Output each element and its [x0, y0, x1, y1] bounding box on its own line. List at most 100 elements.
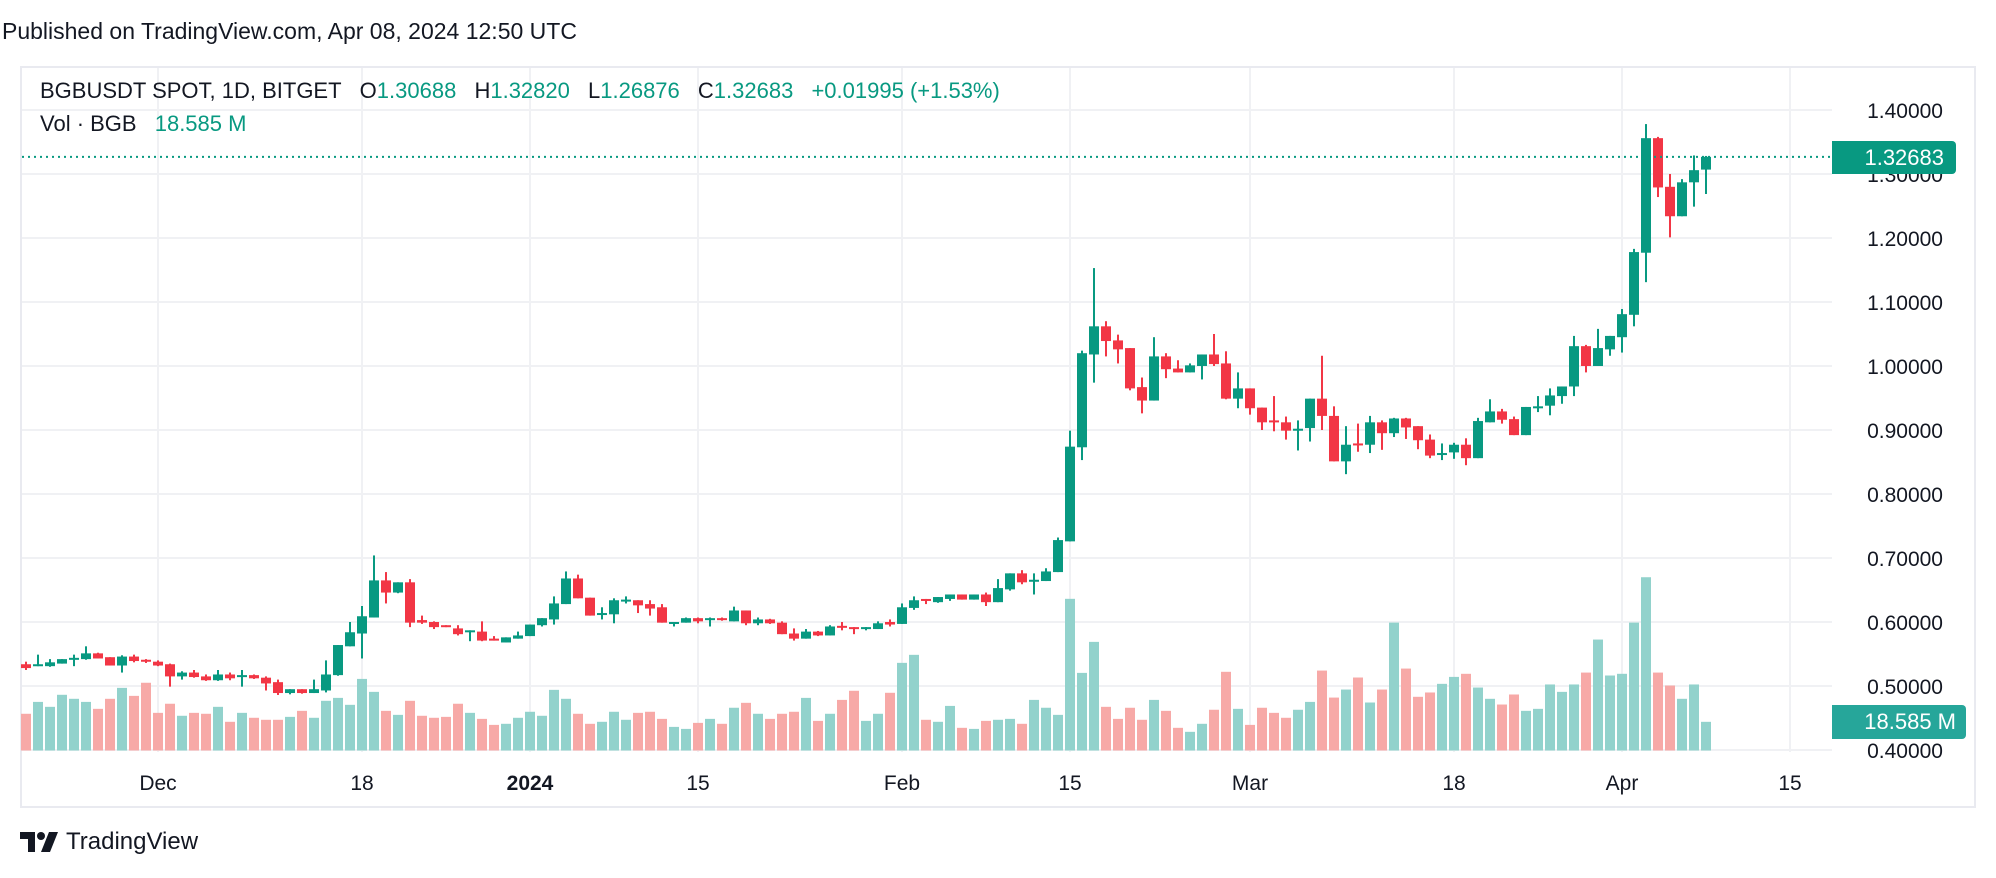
candle [621, 596, 631, 604]
volume-bar [165, 703, 175, 751]
candle [1449, 442, 1459, 459]
price-axis[interactable]: 1.400001.300001.200001.100001.000000.900… [1867, 100, 1943, 763]
candle [765, 618, 775, 624]
candle-body [477, 631, 487, 641]
symbol-title[interactable]: BGBUSDT SPOT, 1D, BITGET [40, 78, 342, 103]
candle-body [453, 628, 463, 635]
volume-bar [549, 689, 559, 751]
candle [57, 659, 67, 664]
volume-bar [69, 698, 79, 751]
volume-bar [1293, 709, 1303, 751]
candle [33, 654, 43, 667]
candle [537, 618, 547, 627]
candle [741, 610, 751, 626]
candle [273, 679, 283, 695]
candle [1209, 334, 1219, 366]
candle-body [693, 618, 703, 622]
y-tick-label: 1.40000 [1867, 100, 1943, 123]
candle-body [405, 582, 415, 623]
volume-bar [1629, 622, 1639, 751]
candle-body [417, 620, 427, 623]
volume-bar [213, 706, 223, 751]
volume-bar [885, 692, 895, 751]
candle-body [1305, 398, 1315, 429]
volume-bar [1569, 684, 1579, 751]
candle [585, 597, 595, 616]
candle [1617, 309, 1627, 353]
volume-bar [825, 713, 835, 751]
candle [1389, 417, 1399, 438]
volume-bar [681, 728, 691, 751]
candle [1353, 423, 1363, 452]
volume-value: 18.585 M [154, 111, 247, 136]
volume-bar [1233, 708, 1243, 751]
candle [993, 579, 1003, 603]
candle-wick [37, 654, 39, 667]
candle [573, 574, 583, 599]
volume-bar [1317, 670, 1327, 751]
candle [249, 674, 259, 679]
candles [21, 124, 1711, 695]
volume-bar [1305, 701, 1315, 751]
candle-body [897, 607, 907, 624]
volume-bar [561, 698, 571, 751]
candle-wick [853, 627, 855, 635]
candle [861, 627, 871, 631]
candle-body [1041, 571, 1051, 582]
volume-bar [837, 699, 847, 751]
candle [1269, 396, 1279, 432]
volume-bar [93, 708, 103, 751]
volume-label[interactable]: Vol · BGB [40, 111, 137, 136]
change-value: +0.01995 (+1.53%) [811, 78, 1000, 103]
candle-wick [1441, 443, 1443, 461]
candle-body [501, 637, 511, 643]
chart-frame[interactable] [20, 66, 1976, 808]
tradingview-brand: TradingView [66, 828, 199, 855]
candle-wick [1273, 396, 1275, 432]
candle-body [813, 631, 823, 636]
candle [141, 659, 151, 663]
volume-bar [285, 716, 295, 751]
candle [1305, 398, 1315, 442]
candle-body [765, 619, 775, 624]
volume-bar [1389, 622, 1399, 751]
candle [1101, 321, 1111, 357]
volume-bar [1137, 719, 1147, 751]
x-tick-label: 18 [350, 772, 373, 795]
candle-body [1473, 421, 1483, 459]
volume-bar [921, 719, 931, 751]
volume-bar [1245, 724, 1255, 751]
candle-body [1377, 422, 1387, 434]
candle [1089, 268, 1099, 383]
candle-body [261, 677, 271, 684]
volume-bar [141, 682, 151, 751]
volume-bar [513, 717, 523, 751]
candle-body [561, 578, 571, 605]
candle-body [1557, 386, 1567, 397]
candle-body [933, 597, 943, 603]
candle-body [705, 618, 715, 621]
y-tick-label: 1.10000 [1867, 292, 1943, 315]
candle [525, 624, 535, 637]
candle [633, 600, 643, 614]
volume-bar [1029, 699, 1039, 751]
tradingview-logo[interactable]: TradingView [20, 828, 198, 856]
candle [381, 572, 391, 604]
candle [1689, 155, 1699, 207]
candle [1065, 430, 1075, 542]
volume-bar [1005, 718, 1015, 751]
candle-body [681, 618, 691, 623]
candle [1605, 335, 1615, 356]
volume-bar [1089, 641, 1099, 751]
candle-body [165, 664, 175, 677]
time-axis[interactable]: Dec 18 2024 15 Feb 15 Mar 18 Apr 15 [139, 772, 1801, 795]
candle-body [1233, 388, 1243, 399]
volume-bar [1425, 692, 1435, 751]
candle-body [657, 607, 667, 623]
candle-body [1593, 348, 1603, 366]
candle [1569, 335, 1579, 397]
volume-bar [657, 718, 667, 751]
candle [369, 555, 379, 618]
candle [1341, 426, 1351, 475]
